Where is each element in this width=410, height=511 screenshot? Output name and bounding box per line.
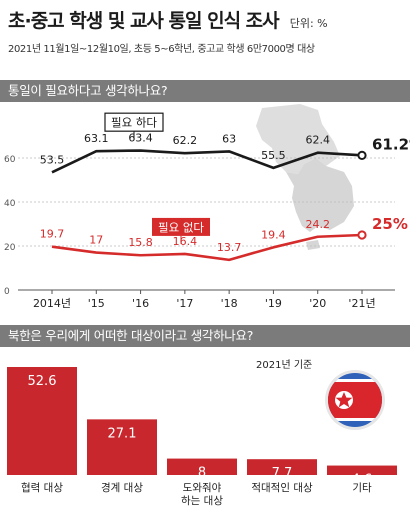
end-point-marker (357, 230, 367, 240)
series-name: 필요 없다 (158, 220, 204, 234)
x-tick-label: '17 (176, 297, 193, 310)
series-name: 필요 하다 (111, 116, 157, 130)
data-label: 55.5 (261, 149, 286, 162)
x-tick-label: '20 (309, 297, 326, 310)
question-band-2: 북한은 우리에게 어떠한 대상이라고 생각하나요? (0, 325, 410, 347)
bar-value-label: 52.6 (28, 374, 57, 389)
bar-value-label: 27.1 (108, 426, 137, 441)
data-label: 63.1 (84, 132, 109, 145)
y-tick-label: 40 (4, 199, 16, 209)
bar-category-label: 적대적인 대상 (251, 482, 313, 494)
data-label: 62.4 (305, 134, 330, 147)
unit-label: 단위: % (289, 17, 328, 30)
series-line (51, 149, 363, 174)
bar-category-label: 경계 대상 (101, 481, 143, 494)
chart-title: 초·중고 학생 및 교사 통일 인식 조사 단위: % (8, 6, 404, 36)
data-label: 63 (222, 132, 236, 145)
data-label: 62.2 (173, 134, 198, 147)
data-label: 63.4 (128, 132, 153, 145)
data-label: 17 (89, 234, 103, 247)
question-band-1: 통일이 필요하다고 생각하나요? (0, 80, 410, 102)
korea-map-icon (256, 104, 354, 250)
y-tick-label: 60 (4, 155, 16, 165)
bar (167, 458, 237, 475)
bar-category-label: 하는 대상 (181, 494, 223, 507)
x-tick-label: 2014년 (33, 297, 71, 310)
north-korea-flag-icon (325, 370, 385, 430)
data-label: 15.8 (128, 236, 153, 249)
x-tick-label: '16 (132, 297, 149, 310)
data-label: 19.4 (261, 228, 286, 241)
bar (327, 465, 397, 475)
x-tick-label: '15 (88, 297, 105, 310)
bar-category-label: 도와줘야 (183, 481, 222, 494)
series-name-box (104, 112, 164, 132)
data-label: 61.2% (372, 135, 410, 153)
data-label: 25% (372, 215, 408, 233)
grid (18, 157, 395, 291)
data-label: 53.5 (40, 153, 65, 166)
line-series: 53.5 63.1 63.4 62.2 63 55.5 62.4 61.2% 필요 하다 19.7… (40, 112, 410, 262)
bar-category-label: 기타 (352, 482, 372, 494)
x-tick-label: '18 (221, 297, 238, 310)
data-label: 24.2 (305, 218, 330, 231)
y-axis: 0 20 40 60 (4, 155, 16, 297)
data-label: 16.4 (173, 235, 198, 248)
year-note: 2021년 기준 (256, 360, 313, 371)
bar-value-label: 4.6 (352, 473, 373, 488)
x-tick-label: '19 (265, 297, 282, 310)
survey-subtitle: 2021년 11월1일~12월10일, 초등 5~6학년, 중고교 학생 6만7… (8, 44, 315, 55)
y-tick-label: 20 (4, 243, 16, 253)
bar (7, 367, 77, 475)
data-label: 19.7 (40, 228, 65, 241)
data-label: 13.7 (217, 241, 242, 254)
x-tick-label: '21년 (348, 297, 375, 310)
end-point-marker (357, 150, 367, 160)
bar (247, 459, 317, 475)
bar-value-label: 7.7 (272, 466, 293, 481)
bar (87, 419, 157, 475)
title-text: 초·중고 학생 및 교사 통일 인식 조사 (8, 10, 280, 32)
bar-value-label: 8 (198, 466, 206, 481)
x-axis: 2014년 '15 '16 '17 '18 '19 '20 '21년 (33, 290, 376, 310)
series-line (51, 233, 363, 262)
bar-category-label: 협력 대상 (21, 481, 63, 494)
line-chart: 0 20 40 60 2014년 '15 '16 '17 '18 '19 '20 '21년 53.5… (4, 104, 410, 310)
series-name-box (152, 217, 210, 236)
y-tick-label: 0 (4, 287, 10, 297)
